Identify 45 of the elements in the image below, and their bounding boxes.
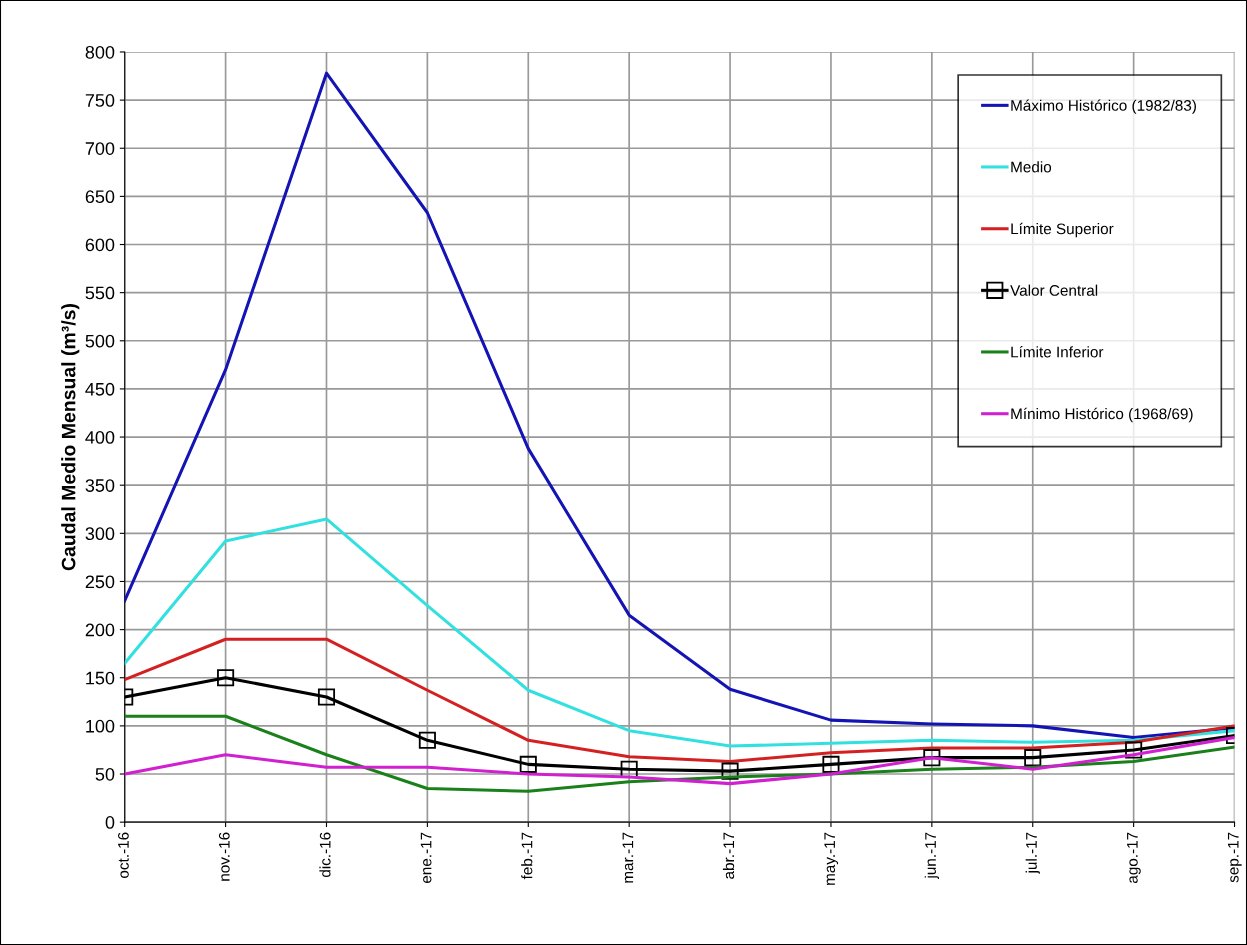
legend-label: Límite Inferior [1011,346,1104,358]
legend-label: Medio [1011,161,1052,173]
point [317,688,336,706]
y-tick-label: 300 [85,527,115,541]
y-tick-label: 150 [86,671,115,685]
x-tick-label: nov.-16 [218,832,230,881]
point [217,669,235,687]
y-tick-label: 500 [85,334,115,348]
point [721,762,739,780]
x-tick-label: abr.-17 [722,832,735,879]
x-tick-label: ago.-17 [1127,832,1141,884]
x-tick-label: ene.-17 [420,832,432,884]
point [418,731,436,749]
y-tick-label: 400 [85,431,115,444]
point [519,755,537,773]
y-tick-label: 200 [85,623,115,637]
y-tick-label: 0 [105,816,115,829]
y-tick-label: 50 [95,767,115,781]
legend-label: Límite Superior [1011,222,1114,238]
legend-label: Valor Central [1010,284,1098,296]
x-tick-label: dic.-16 [319,832,331,878]
y-axis-title: Caudal Medio Mensual (m³/s) [61,304,80,571]
point [1125,741,1143,759]
point [923,749,941,767]
x-tick-label: jul.-17 [1025,832,1040,874]
x-tick-label: jun.-17 [924,832,939,879]
legend-label: Mínimo Histórico (1968/69) [1011,407,1193,423]
y-tick-label: 100 [86,719,115,733]
point [1024,749,1042,767]
x-tick-label: may.-17 [824,832,839,885]
y-tick-label: 550 [85,286,115,300]
y-tick-label: 250 [85,575,115,589]
x-tick-label: mar.-17 [622,832,634,883]
y-tick-label: 750 [85,94,115,107]
x-tick-label: oct.-16 [117,832,129,878]
y-tick-label: 600 [85,238,115,252]
y-tick-label: 350 [85,479,115,492]
point [822,755,840,773]
y-tick-label: 700 [85,142,115,155]
legend-label: Máximo Histórico (1982/83) [1011,99,1196,114]
y-tick-label: 450 [85,382,115,396]
y-tick-label: 650 [85,190,115,204]
x-tick-label: feb.-17 [521,832,533,880]
x-tick-label: sep.-17 [1227,832,1242,883]
y-tick-label: 800 [85,45,115,59]
